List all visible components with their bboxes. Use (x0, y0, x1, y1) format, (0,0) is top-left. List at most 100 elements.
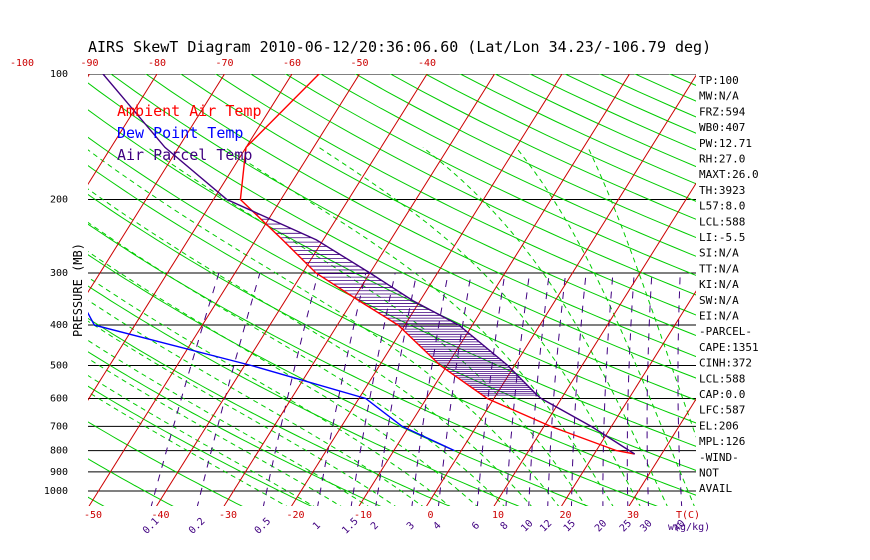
dry-adiabat-270 (88, 317, 451, 506)
isotherm-10 (493, 182, 696, 506)
dry-adiabat-320 (88, 165, 696, 471)
dry-adiabat-360 (110, 74, 696, 379)
index-item: CAPE:1351 (699, 341, 759, 354)
pressure-tick-300: 300 (50, 268, 68, 279)
top-temp-ticks: -120-110-100-90-80-70-60-50-40 (10, 58, 436, 69)
dry-adiabat-500 (599, 74, 696, 118)
bottom-tick--40: -40 (151, 510, 169, 521)
mixing-ratio-25 (626, 272, 635, 506)
top-tick--80: -80 (148, 58, 166, 69)
bottom-tick--30: -30 (219, 510, 237, 521)
index-item: FRZ:594 (699, 105, 746, 118)
dry-adiabat-480 (529, 74, 696, 151)
mixing-ratio-3 (411, 272, 449, 506)
moist-adiabat--8 (88, 339, 369, 506)
bottom-tick-10: 10 (492, 510, 504, 521)
index-item: TT:N/A (699, 262, 739, 275)
profile-series (88, 74, 636, 455)
mixing-ratio-40 (677, 272, 683, 506)
mix-tick-0.5: 0.5 (253, 516, 274, 537)
mixing-ratio-0.2 (196, 272, 261, 506)
mix-tick-12: 12 (538, 518, 554, 534)
mix-tick-1: 1 (311, 520, 323, 532)
index-item: AVAIL (699, 482, 732, 495)
mixing-ratio-0.5 (262, 272, 319, 506)
moist-adiabat-lines (88, 146, 696, 506)
dry-adiabat-420 (319, 74, 696, 257)
dry-adiabat-350 (88, 82, 696, 401)
index-item: MW:N/A (699, 90, 739, 103)
dry-adiabat-230 (88, 458, 174, 506)
dry-adiabat-390 (214, 74, 696, 316)
legend-item: Ambient Air Temp (117, 102, 262, 120)
bottom-tick--10: -10 (354, 510, 372, 521)
isotherm--50 (88, 74, 361, 506)
pressure-tick-1000: 1000 (44, 486, 68, 497)
index-item: SI:N/A (699, 247, 739, 260)
index-item: -WIND- (699, 451, 739, 464)
bottom-tick-20: 20 (559, 510, 571, 521)
isotherm--60 (88, 74, 293, 401)
moist-adiabat-16 (88, 188, 532, 506)
pressure-tick-100: 100 (50, 69, 68, 80)
isotherm-50 (763, 0, 870, 508)
isotherm--110 (0, 0, 33, 508)
mixing-ratio-1.5 (350, 272, 396, 506)
chart-title: AIRS SkewT Diagram 2010-06-12/20:36:06.6… (88, 38, 711, 56)
index-item: PW:12.71 (699, 137, 752, 150)
top-tick--90: -90 (80, 58, 98, 69)
legend-item: Dew Point Temp (117, 124, 243, 142)
moist-adiabat-24 (147, 146, 587, 506)
mixing-ratio-12 (547, 272, 567, 506)
y-axis-label: PRESSURE (MB) (71, 243, 85, 337)
moist-adiabat-28 (224, 146, 614, 506)
mixing-ratio-20 (602, 272, 614, 506)
pressure-tick-500: 500 (50, 360, 68, 371)
mix-tick-20: 20 (593, 518, 609, 534)
dry-adiabat-410 (284, 74, 696, 276)
dry-adiabat-260 (88, 351, 382, 506)
index-item: KI:N/A (699, 278, 739, 291)
index-item: L57:8.0 (699, 200, 745, 213)
top-tick--70: -70 (215, 58, 233, 69)
pressure-tick-800: 800 (50, 446, 68, 457)
top-tick--40: -40 (418, 58, 436, 69)
index-item: LI:-5.5 (699, 231, 745, 244)
dry-adiabat-210 (0, 0, 38, 508)
moist-adiabat--16 (88, 374, 315, 506)
dry-adiabat-240 (88, 421, 243, 506)
legend: Ambient Air Temp Dew Point Temp Air Parcel… (117, 102, 262, 164)
index-item: TH:3923 (699, 184, 745, 197)
index-item: LCL:588 (699, 372, 745, 385)
isotherm--10 (358, 74, 631, 506)
moist-adiabat-44 (587, 147, 696, 438)
bottom-unit-mix: w(g/kg) (668, 522, 710, 533)
dry-adiabat-300 (88, 223, 658, 506)
mixing-ratio-6 (476, 272, 506, 506)
isotherm-60 (830, 0, 870, 508)
mixing-ratio-10 (528, 272, 550, 506)
stability-indices: TP:100 MW:N/A FRZ:594 WB0:407 PW:12.71 RH:27.… (699, 74, 759, 495)
mixing-ratio-30 (646, 272, 653, 506)
mixing-ratio-lines (150, 272, 683, 506)
pressure-tick-600: 600 (50, 393, 68, 404)
series-ambient-air-temp (239, 74, 635, 455)
dry-adiabat-370 (145, 74, 696, 358)
index-item: EL:206 (699, 419, 739, 432)
isotherm-30 (628, 398, 696, 506)
bottom-unit-temp: T(C) (676, 510, 700, 521)
dry-adiabat-440 (389, 74, 696, 220)
isotherm-20 (561, 290, 696, 506)
series-dew-point-temp (88, 311, 455, 452)
mix-tick-30: 30 (638, 518, 654, 534)
mixing-ratio-2 (375, 272, 418, 506)
pressure-tick-400: 400 (50, 320, 68, 331)
top-tick--100: -100 (10, 58, 34, 69)
mixing-ratio-4 (438, 272, 472, 506)
dry-adiabat-lines (0, 0, 696, 508)
moist-adiabat--20 (88, 391, 288, 506)
dry-adiabat-250 (88, 385, 313, 506)
mixing-ratio-15 (571, 272, 587, 506)
index-item: WB0:407 (699, 121, 745, 134)
